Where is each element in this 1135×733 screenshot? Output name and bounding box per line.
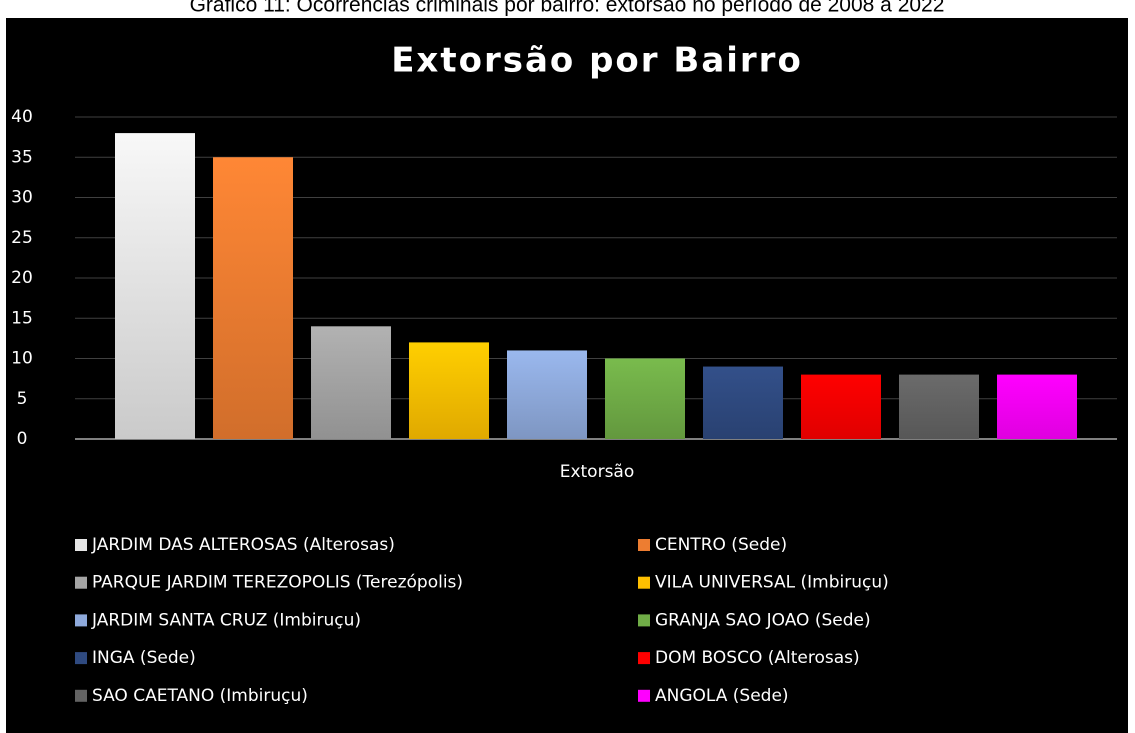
y-tick-label: 10 <box>11 349 33 369</box>
bar <box>115 133 195 439</box>
legend-swatch <box>75 576 87 589</box>
legend-swatch <box>75 652 87 665</box>
bar <box>311 326 391 439</box>
legend-label: CENTRO (Sede) <box>655 535 787 555</box>
legend-swatch <box>75 614 87 627</box>
bar <box>605 358 685 439</box>
bar <box>997 374 1077 439</box>
legend-swatch <box>75 539 87 551</box>
legend-swatch <box>638 614 650 627</box>
legend-label: INGA (Sede) <box>92 648 196 668</box>
legend-label: GRANJA SAO JOAO (Sede) <box>655 610 871 630</box>
legend-label: ANGOLA (Sede) <box>655 686 789 706</box>
x-tick-label: Extorsão <box>560 462 635 482</box>
legend-swatch <box>638 539 650 551</box>
chart-title: Extorsão por Bairro <box>391 41 803 81</box>
legend-label: JARDIM DAS ALTEROSAS (Alterosas) <box>91 535 395 555</box>
y-tick-label: 25 <box>11 228 33 248</box>
legend-label: JARDIM SANTA CRUZ (Imbiruçu) <box>91 610 361 630</box>
y-tick-label: 0 <box>17 429 28 449</box>
legend-swatch <box>638 652 650 665</box>
legend-swatch <box>638 689 650 702</box>
bar <box>703 366 783 439</box>
bar <box>213 157 293 439</box>
y-tick-label: 5 <box>17 389 28 409</box>
legend-label: SAO CAETANO (Imbiruçu) <box>92 686 308 706</box>
legend-label: PARQUE JARDIM TEREZOPOLIS (Terezópolis) <box>92 573 463 593</box>
legend-label: VILA UNIVERSAL (Imbiruçu) <box>655 573 889 593</box>
legend-label: DOM BOSCO (Alterosas) <box>655 648 860 668</box>
y-tick-label: 15 <box>11 308 33 328</box>
legend-swatch <box>75 689 87 702</box>
bar <box>409 342 489 439</box>
bar <box>507 350 587 439</box>
caption: Gráfico 11: Ocorrências criminais por ba… <box>190 0 945 17</box>
y-tick-label: 30 <box>11 188 33 208</box>
bar <box>801 374 881 439</box>
y-tick-label: 20 <box>11 268 33 288</box>
bar <box>899 374 979 439</box>
y-tick-label: 40 <box>11 107 33 127</box>
legend-swatch <box>638 576 650 589</box>
y-tick-label: 35 <box>11 147 33 167</box>
